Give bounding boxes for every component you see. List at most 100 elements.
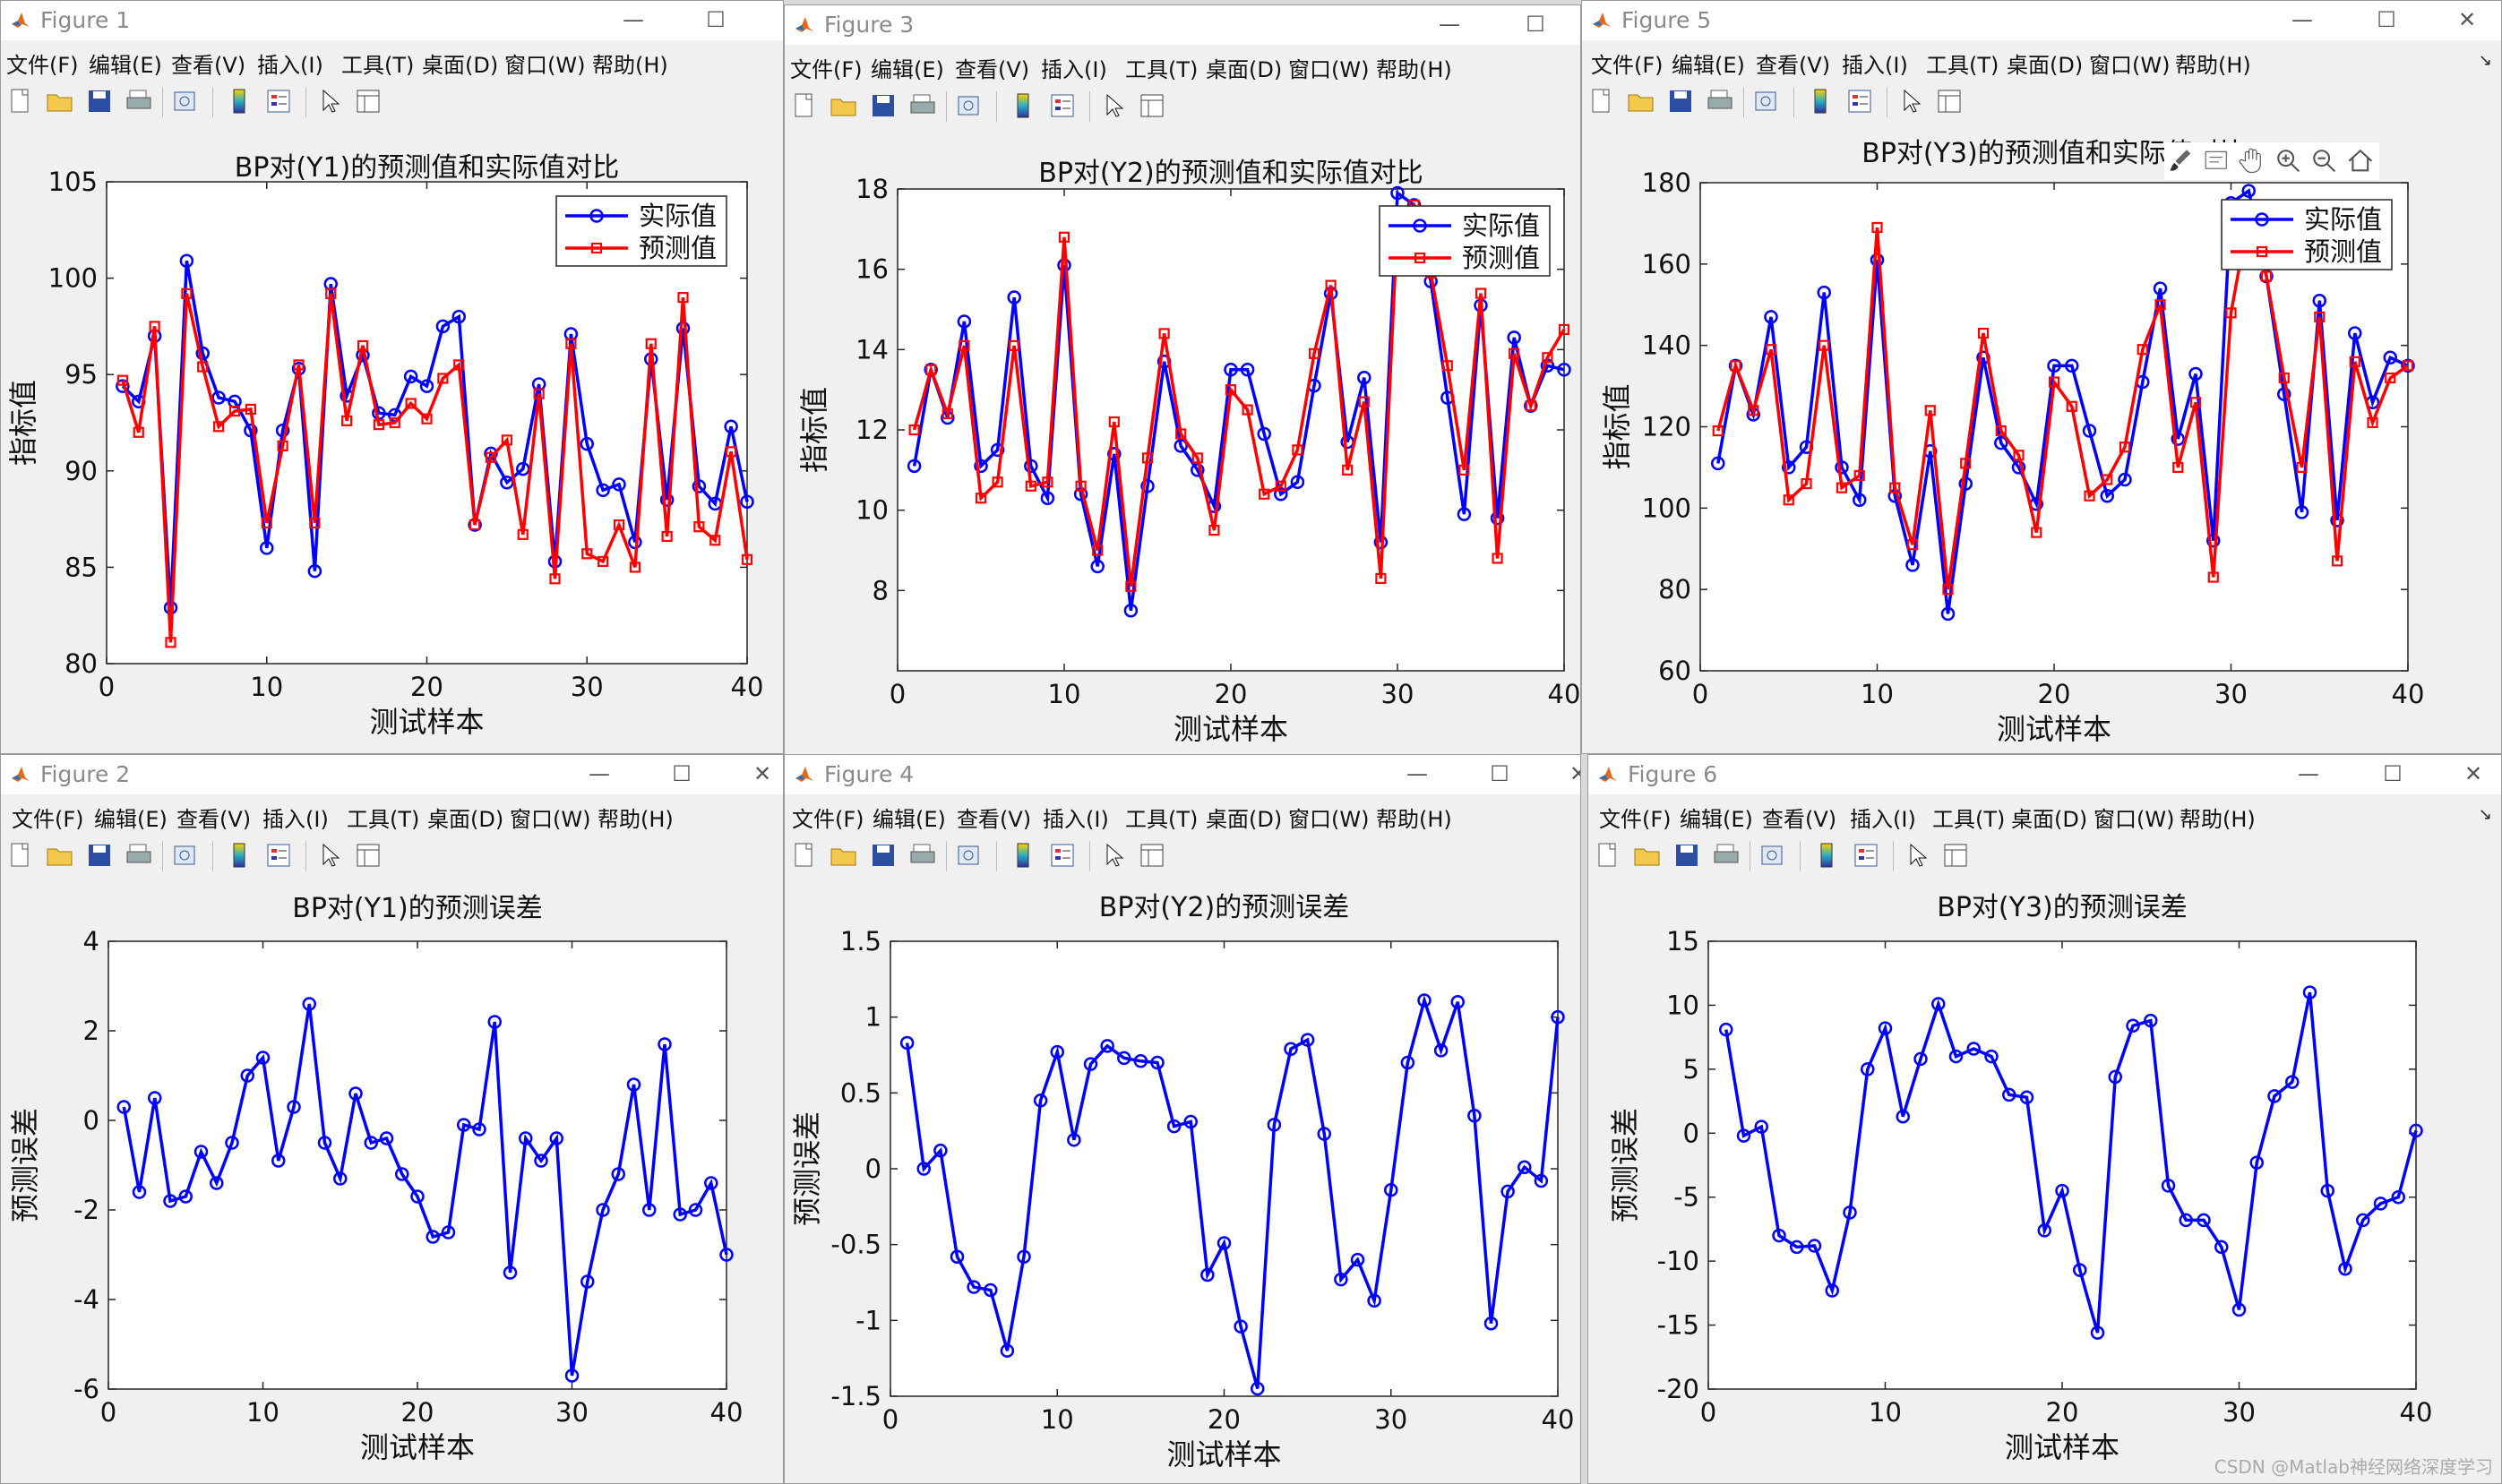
menu-item[interactable]: 帮助(H): [592, 53, 668, 78]
series-actual[interactable]: [1711, 184, 2415, 622]
edit-plot-arrow-icon[interactable]: [1100, 841, 1129, 870]
menu-item[interactable]: 查看(V): [957, 807, 1032, 832]
colorbar-icon[interactable]: [1009, 91, 1037, 120]
menu-item[interactable]: 帮助(H): [2180, 807, 2256, 832]
menu-item[interactable]: 窗口(W): [2094, 807, 2175, 832]
save-icon[interactable]: [1672, 841, 1701, 870]
menu-item[interactable]: 文件(F): [792, 807, 864, 832]
fig4-window[interactable]: Figure 4 — ☐ ✕ 文件(F) 编辑(E) 查看(V) 插入(I) 工具(T) 桌面(D…: [784, 754, 1581, 1484]
new-figure-icon[interactable]: [1594, 841, 1622, 870]
minimize-button[interactable]: —: [1406, 761, 1428, 786]
menu-item[interactable]: 插入(I): [1850, 807, 1916, 832]
edit-plot-arrow-icon[interactable]: [1100, 91, 1129, 120]
menu-item[interactable]: 文件(F): [790, 57, 863, 82]
property-inspector-icon[interactable]: [354, 87, 383, 116]
menu-item[interactable]: 查看(V): [1762, 807, 1837, 832]
new-figure-icon[interactable]: [790, 91, 819, 120]
title-bar[interactable]: Figure 4 — ☐ ✕: [785, 755, 1580, 794]
property-inspector-icon[interactable]: [1138, 841, 1166, 870]
data-tips-icon[interactable]: [2205, 150, 2227, 169]
menu-item[interactable]: 查看(V): [171, 53, 246, 78]
series-predicted[interactable]: [116, 287, 753, 648]
axes-box[interactable]: [890, 940, 1559, 1397]
open-file-icon[interactable]: [830, 841, 858, 870]
maximize-button[interactable]: ☐: [2377, 7, 2396, 32]
colorbar-icon[interactable]: [1009, 841, 1037, 870]
plot-canvas[interactable]: 0 10 20 30 40 8 10 12 14 16 18 BP对(Y2)的预测值和实际值对比测试样…: [785, 5, 1581, 757]
menu-item[interactable]: 桌面(D): [2007, 53, 2084, 78]
print-icon[interactable]: [908, 91, 937, 120]
menu-item[interactable]: 桌面(D): [1206, 807, 1283, 832]
menu-item[interactable]: 编辑(E): [1672, 53, 1745, 78]
open-file-icon[interactable]: [1633, 841, 1662, 870]
plot-canvas[interactable]: 0 10 20 30 40 -20 -15 -10 -5 0 5 10 15 BP对(Y3)的预测误差测试…: [1588, 755, 2502, 1484]
print-icon[interactable]: [908, 841, 937, 870]
legend-icon[interactable]: [1845, 87, 1874, 116]
maximize-button[interactable]: ☐: [2383, 761, 2403, 786]
menu-item[interactable]: 窗口(W): [1288, 57, 1370, 82]
print-icon[interactable]: [125, 87, 153, 116]
zoom-out-icon[interactable]: [2313, 150, 2336, 173]
menu-item[interactable]: 编辑(E): [94, 807, 168, 832]
menu-item[interactable]: 文件(F): [1591, 53, 1664, 78]
menu-item[interactable]: 桌面(D): [2011, 807, 2088, 832]
menu-item[interactable]: 桌面(D): [1206, 57, 1283, 82]
axes-box[interactable]: [107, 940, 727, 1390]
menu-item[interactable]: 窗口(W): [510, 807, 591, 832]
menu-item[interactable]: 窗口(W): [2089, 53, 2171, 78]
legend-icon[interactable]: [264, 841, 293, 870]
fig6-window[interactable]: Figure 6 — ☐ ✕ 文件(F) 编辑(E) 查看(V) 插入(I) 工具(T) 桌面(D…: [1587, 754, 2502, 1484]
menu-item[interactable]: 查看(V): [176, 807, 252, 832]
minimize-button[interactable]: —: [1439, 12, 1460, 37]
fig1-window[interactable]: Figure 1 — ☐ 文件(F) 编辑(E) 查看(V) 插入(I) 工具(T) 桌面(D)…: [0, 0, 784, 754]
series-error[interactable]: [116, 997, 734, 1383]
edit-plot-arrow-icon[interactable]: [1897, 87, 1926, 116]
minimize-button[interactable]: —: [2298, 761, 2319, 786]
close-button[interactable]: ✕: [2463, 761, 2483, 786]
menu-item[interactable]: 文件(F): [12, 807, 84, 832]
legend-icon[interactable]: [1048, 91, 1077, 120]
menu-item[interactable]: 插入(I): [262, 807, 329, 832]
menu-item[interactable]: 文件(F): [6, 53, 79, 78]
maximize-button[interactable]: ☐: [706, 7, 726, 32]
title-bar[interactable]: Figure 1 — ☐: [1, 1, 783, 40]
print-preview-icon[interactable]: [1752, 87, 1781, 116]
edit-plot-arrow-icon[interactable]: [1904, 841, 1932, 870]
print-icon[interactable]: [125, 841, 153, 870]
colorbar-icon[interactable]: [1812, 841, 1841, 870]
close-button[interactable]: ✕: [2457, 7, 2477, 32]
dock-arrow-icon[interactable]: ↘: [2478, 51, 2492, 70]
menu-item[interactable]: 帮助(H): [1376, 57, 1452, 82]
print-icon[interactable]: [1712, 841, 1741, 870]
new-figure-icon[interactable]: [790, 841, 819, 870]
home-icon[interactable]: [2348, 149, 2373, 172]
print-preview-icon[interactable]: [171, 841, 200, 870]
menu-item[interactable]: 桌面(D): [427, 807, 504, 832]
series-predicted[interactable]: [908, 199, 1570, 592]
menu-item[interactable]: 工具(T): [1125, 807, 1199, 832]
title-bar[interactable]: Figure 5 — ☐ ✕: [1582, 1, 2501, 40]
title-bar[interactable]: Figure 6 — ☐ ✕: [1588, 755, 2501, 794]
menu-item[interactable]: 工具(T): [1932, 807, 2006, 832]
new-figure-icon[interactable]: [6, 87, 35, 116]
title-bar[interactable]: Figure 2 — ☐ ✕: [1, 755, 783, 794]
edit-plot-arrow-icon[interactable]: [316, 87, 345, 116]
new-figure-icon[interactable]: [6, 841, 35, 870]
menu-item[interactable]: 窗口(W): [1288, 807, 1370, 832]
save-icon[interactable]: [85, 87, 114, 116]
new-figure-icon[interactable]: [1587, 87, 1616, 116]
open-file-icon[interactable]: [46, 87, 74, 116]
series-error[interactable]: [899, 993, 1565, 1396]
save-icon[interactable]: [869, 91, 898, 120]
fig5-window[interactable]: Figure 5 — ☐ ✕ 文件(F) 编辑(E) 查看(V) 插入(I) 工具(T) 桌面(D…: [1581, 0, 2502, 754]
print-preview-icon[interactable]: [955, 841, 984, 870]
menu-item[interactable]: 工具(T): [1125, 57, 1199, 82]
legend-icon[interactable]: [1048, 841, 1077, 870]
fig2-window[interactable]: Figure 2 — ☐ ✕ 文件(F) 编辑(E) 查看(V) 插入(I) 工具(T) 桌面(D…: [0, 754, 784, 1484]
save-icon[interactable]: [85, 841, 114, 870]
plot-canvas[interactable]: 0 10 20 30 40 80 85 90 95 100 105 BP对(Y1)的预测值和实际值对比…: [1, 1, 784, 754]
minimize-button[interactable]: —: [589, 761, 610, 786]
menu-item[interactable]: 工具(T): [341, 53, 415, 78]
